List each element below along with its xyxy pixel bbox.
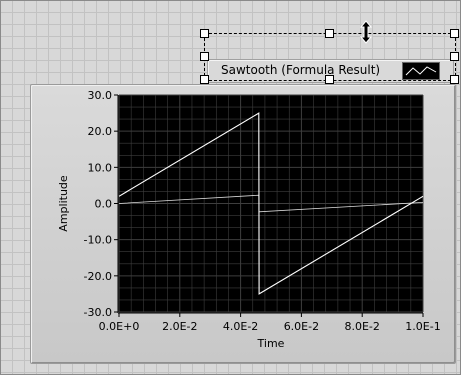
x-tick-label: 4.0E-2: [223, 320, 258, 333]
resize-handle-top-right[interactable]: [450, 29, 459, 38]
resize-handle-top-left[interactable]: [200, 29, 209, 38]
y-axis-title: Amplitude: [57, 175, 70, 232]
x-tick-label: 8.0E-2: [344, 320, 379, 333]
x-tick-label: 6.0E-2: [284, 320, 319, 333]
y-tick-label: 10.0: [88, 161, 113, 174]
y-tick-label: 30.0: [88, 89, 113, 102]
x-axis-title: Time: [257, 337, 285, 350]
resize-handle-bottom-right[interactable]: [450, 75, 459, 84]
resize-handle-bottom-middle[interactable]: [325, 75, 334, 84]
trace-line-icon[interactable]: [402, 62, 440, 80]
resize-handle-middle-left[interactable]: [200, 52, 209, 61]
x-tick-label: 0.0E+0: [99, 320, 140, 333]
y-tick-label: -20.0: [84, 270, 112, 283]
graph-plot[interactable]: 30.0 20.0 10.0 0.0 -10.0 -20.0 -30.00.0E+0 2.0E…: [31, 85, 455, 363]
y-tick-label: 20.0: [88, 125, 113, 138]
x-tick-label: 2.0E-2: [162, 320, 197, 333]
y-tick-label: -10.0: [84, 234, 112, 247]
legend-label: Sawtooth (Formula Result): [221, 63, 381, 77]
x-tick-label: 1.0E-1: [405, 320, 440, 333]
resize-handle-middle-right[interactable]: [450, 52, 459, 61]
waveform-graph[interactable]: 30.0 20.0 10.0 0.0 -10.0 -20.0 -30.0 0.0E+0 2.0E…: [30, 84, 456, 364]
y-tick-label: -30.0: [84, 306, 112, 319]
vertical-resize-cursor-icon: [359, 20, 373, 44]
y-tick-label: 0.0: [95, 198, 113, 211]
resize-handle-top-middle[interactable]: [325, 29, 334, 38]
series-line-secondary: [118, 194, 424, 213]
resize-handle-bottom-left[interactable]: [200, 75, 209, 84]
